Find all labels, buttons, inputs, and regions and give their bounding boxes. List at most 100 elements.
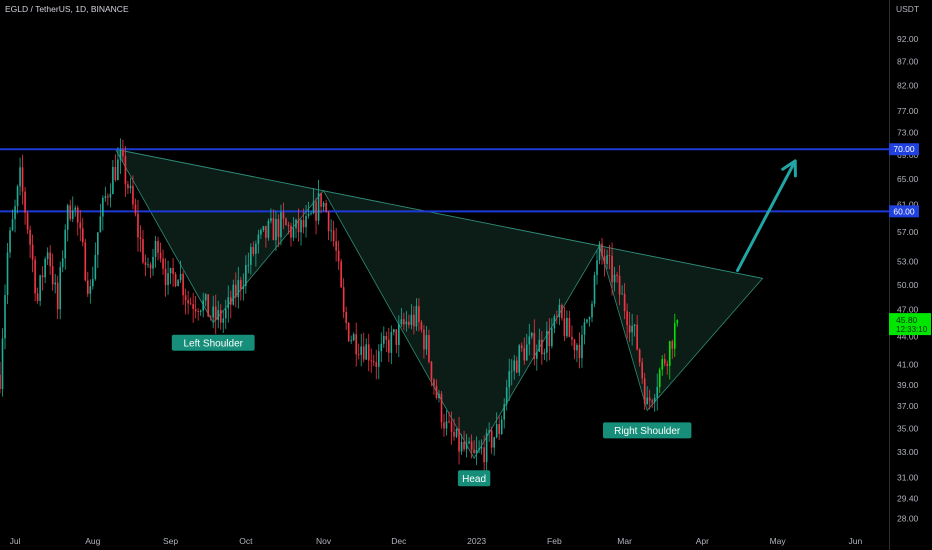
candle-body (593, 275, 596, 304)
candle-body (656, 386, 659, 398)
candle-body (468, 441, 470, 444)
level-tag-bg (889, 205, 919, 218)
candle-body (420, 322, 423, 330)
price-tick-label: 50.00 (897, 280, 919, 290)
candle-body (646, 397, 649, 405)
head-and-shoulders-pattern[interactable] (114, 148, 764, 460)
candle-body (505, 387, 508, 405)
price-tick-label: 77.00 (897, 106, 919, 116)
candle-body (282, 212, 285, 219)
candle-body (239, 280, 242, 290)
time-tick-label: Sep (163, 536, 178, 546)
time-tick-label: May (770, 536, 787, 546)
candle-body (280, 212, 282, 237)
candle-body (335, 241, 337, 251)
head-label: Head (462, 474, 486, 485)
horizontal-levels[interactable] (0, 148, 889, 213)
time-tick-label: Nov (316, 536, 332, 546)
candle-body (260, 230, 262, 235)
price-tick-label: 65.00 (897, 174, 919, 184)
candle-body (342, 287, 345, 313)
candle-body (448, 421, 450, 423)
candle-body (24, 191, 26, 213)
candle-body (347, 322, 350, 342)
candles (0, 138, 679, 473)
candle-body (152, 256, 154, 269)
head-label-bg (457, 470, 491, 487)
candle-body (192, 304, 194, 309)
candle-body (224, 308, 227, 319)
candle-body (59, 267, 62, 310)
candle-body (490, 430, 493, 448)
neckline (115, 148, 763, 279)
candle-body (653, 397, 656, 403)
candle-body (14, 206, 16, 220)
candle-body (277, 219, 280, 237)
candle-body (488, 430, 490, 433)
candle-body (149, 264, 152, 269)
left-shoulder-label-bg (171, 334, 255, 351)
candle-body (603, 256, 606, 264)
last-price-tag-bg (889, 313, 931, 336)
candle-body (380, 343, 383, 352)
candle-body (475, 450, 478, 453)
candle-body (124, 156, 127, 185)
candle-body (538, 339, 541, 352)
candle-body (209, 316, 212, 318)
candle-body (207, 294, 210, 317)
candle-body (330, 230, 332, 232)
candle-body (418, 306, 420, 323)
candle-body (563, 318, 566, 337)
candle-body (325, 202, 327, 212)
pattern-labels[interactable]: Left Shoulder Head Right Shoulder (171, 334, 692, 487)
candle-body (234, 284, 237, 298)
candle-body (546, 331, 548, 353)
level-tag-label: 70.00 (893, 144, 915, 154)
arrow-head-icon (781, 159, 797, 178)
candle-body (255, 243, 257, 254)
candle-body (400, 319, 403, 325)
candle-body (0, 374, 1, 389)
candle-body (117, 159, 119, 181)
price-tick-label: 44.00 (897, 331, 919, 341)
projection-arrow[interactable] (735, 159, 797, 273)
candle-body (127, 184, 129, 189)
candle-body (267, 220, 270, 238)
candle-body (184, 295, 187, 301)
candle-body (305, 215, 307, 228)
candle-body (134, 204, 137, 214)
candle-body (322, 202, 325, 207)
candle-body (39, 275, 41, 301)
candle-body (588, 317, 591, 320)
time-axis[interactable]: Jul Aug Sep Oct Nov Dec 2023 Feb Mar Apr May Jun (10, 536, 863, 546)
candle-body (493, 437, 495, 448)
candle-body (189, 303, 192, 305)
candle-body (618, 275, 621, 295)
price-axis[interactable]: USDT92.0087.0082.0077.0073.0069.0065.006… (889, 0, 920, 550)
head-triangle (322, 190, 601, 460)
time-tick-label: Dec (391, 536, 407, 546)
candle-body (327, 211, 330, 232)
price-tick-label: 53.00 (897, 256, 919, 266)
candle-body (137, 213, 139, 238)
candle-body (360, 346, 363, 355)
candle-body (423, 329, 425, 350)
candle-body (144, 262, 147, 266)
candle-body (44, 258, 46, 278)
candle-body (194, 308, 197, 312)
candle-body (307, 213, 310, 216)
candle-body (229, 297, 232, 305)
candle-body (395, 329, 398, 345)
candle-body (287, 225, 290, 226)
candle-body (147, 264, 149, 266)
candle-body (453, 431, 455, 437)
candle-body (250, 247, 252, 265)
candle-body (162, 258, 164, 269)
candle-body (661, 359, 664, 370)
candle-body (465, 443, 468, 450)
candle-body (403, 319, 405, 325)
candle-body (628, 325, 631, 333)
candle-body (473, 449, 475, 453)
candle-body (112, 166, 114, 194)
